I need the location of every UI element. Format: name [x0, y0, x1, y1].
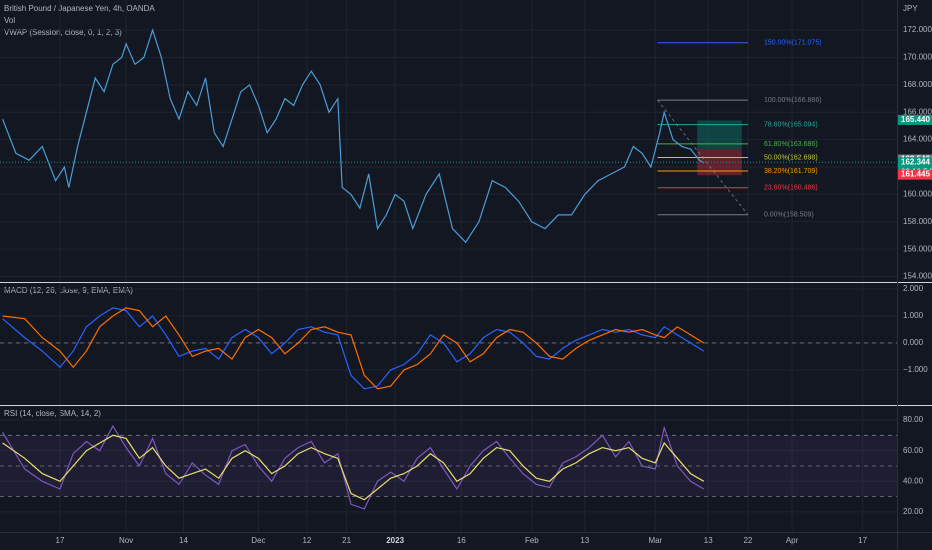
series-line	[2, 434, 705, 501]
y-tick-label: 168.000	[903, 80, 932, 89]
x-tick-label: Mar	[648, 536, 662, 545]
fib-label: 50.00%(162.698)	[764, 154, 818, 161]
y-tick-label: 166.000	[903, 107, 932, 116]
y-tick-label: 0.000	[903, 338, 924, 347]
series-line	[2, 28, 705, 244]
x-tick-label: 14	[179, 536, 188, 545]
x-tick-label: Feb	[525, 536, 539, 545]
x-tick-label: 2023	[386, 536, 404, 545]
y-tick-label: 156.000	[903, 244, 932, 253]
pane	[0, 406, 897, 532]
price-badge	[898, 169, 932, 180]
y-tick-label: 154.000	[903, 272, 932, 281]
pane	[0, 0, 897, 282]
x-tick-label: 22	[743, 536, 752, 545]
x-tick-label: 17	[858, 536, 867, 545]
series-line	[2, 307, 705, 390]
fib-label: 61.80%(163.686)	[764, 141, 818, 148]
x-tick-label: Nov	[119, 536, 133, 545]
fib-label: 100.00%(166.886)	[764, 97, 822, 104]
x-tick-label: 21	[342, 536, 351, 545]
fib-label: 23.60%(160.486)	[764, 185, 818, 192]
x-tick-label: 12	[302, 536, 311, 545]
chart-title: British Pound / Japanese Yen, 4h, OANDA	[4, 4, 155, 13]
y-tick-label: 80.00	[903, 415, 924, 424]
y-tick-label: 158.000	[903, 217, 932, 226]
price-badge-label: 162.344	[901, 157, 930, 166]
pane-title: MACD (12, 26, close, 9, EMA, EMA)	[4, 286, 133, 295]
x-tick-label: 17	[56, 536, 65, 545]
pane-title: RSI (14, close, SMA, 14, 2)	[4, 409, 101, 418]
subtitle: Vol	[4, 16, 15, 25]
y-tick-label: 170.000	[903, 53, 932, 62]
price-badge-label: 161.445	[901, 170, 930, 179]
x-tick-label: 13	[580, 536, 589, 545]
x-tick-label: Dec	[251, 536, 265, 545]
x-tick-label: Apr	[786, 536, 799, 545]
currency: JPY	[903, 4, 918, 13]
series-line	[2, 307, 705, 390]
y-tick-label: 40.00	[903, 476, 924, 485]
y-tick-label: 172.000	[903, 25, 932, 34]
y-tick-label: 20.00	[903, 507, 924, 516]
subtitle: VWAP (Session, close, 0, 1, 2, 3)	[4, 28, 122, 37]
series-line	[2, 424, 705, 510]
fib-label: 0.00%(158.509)	[764, 212, 814, 219]
y-tick-label: 1.000	[903, 311, 924, 320]
fib-label: 150.00%(171.075)	[764, 40, 822, 47]
fib-label: 38.20%(161.709)	[764, 168, 818, 175]
y-tick-label: −1.000	[903, 365, 928, 374]
price-badge-label: 165.440	[901, 115, 930, 124]
price-badge	[898, 114, 932, 125]
y-tick-label: 164.000	[903, 135, 932, 144]
y-tick-label: 60.00	[903, 446, 924, 455]
x-tick-label: 16	[457, 536, 466, 545]
pane	[0, 283, 897, 405]
y-tick-label: 2.000	[903, 284, 924, 293]
fib-label: 78.60%(165.094)	[764, 121, 818, 128]
x-tick-label: 13	[704, 536, 713, 545]
y-tick-label: 160.000	[903, 189, 932, 198]
